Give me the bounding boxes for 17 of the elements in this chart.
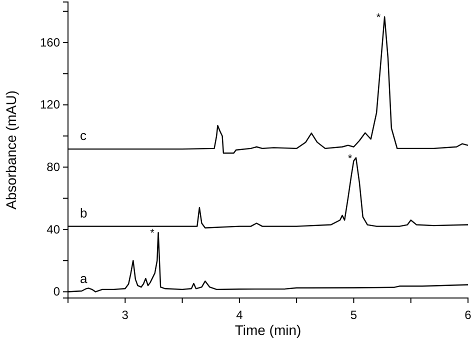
series-label: b [80,205,88,220]
series-label: c [80,128,87,144]
annotation: * [376,12,382,24]
annotation: * [150,228,156,240]
x-tick-label: 6 [464,308,472,322]
x-tick-label: 3 [122,308,129,322]
y-tick-label: 40 [46,222,60,236]
x-tick-label: 4 [236,308,244,322]
y-tick-label: 160 [40,35,60,50]
y-tick-label: 0 [53,284,60,299]
annotation: * [348,152,353,165]
y-tick-label: 80 [46,160,60,174]
x-axis-title: Time (min) [234,322,302,338]
y-axis-title: Absorbance (mAU) [3,90,19,210]
x-tick-label: 5 [350,308,358,322]
series-label: a [80,270,88,286]
y-tick-label: 120 [40,98,60,112]
